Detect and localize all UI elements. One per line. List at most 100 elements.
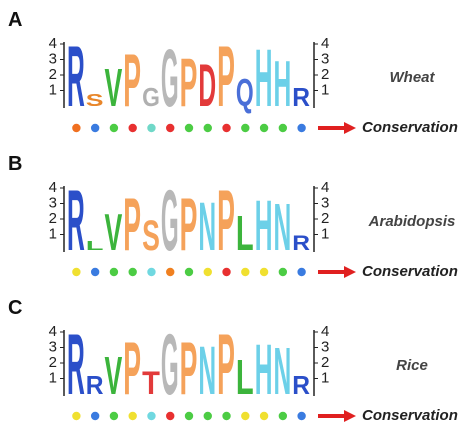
- y-tick-label: 4: [321, 323, 329, 340]
- conservation-dot: [222, 123, 231, 133]
- logo-letter: V: [105, 205, 123, 262]
- conservation-dot: [90, 267, 100, 277]
- conservation-dot: [278, 411, 288, 421]
- conservation-dot: [109, 123, 119, 133]
- conservation-label: Conservation: [362, 119, 458, 136]
- logo-letter: P: [123, 326, 141, 411]
- logo-letter: P: [180, 326, 198, 411]
- y-tick-label: 1: [321, 81, 329, 98]
- species-name: Arabidopsis: [368, 213, 456, 230]
- logo-letter: H: [255, 187, 273, 266]
- conservation-dot: [72, 411, 81, 421]
- conservation-dot: [203, 123, 212, 133]
- conservation-dot: [147, 411, 156, 421]
- conservation-dot: [241, 123, 250, 133]
- conservation-dot: [166, 267, 175, 277]
- arrow-head: [344, 410, 356, 422]
- logo-letter: P: [180, 182, 198, 267]
- conservation-dot: [166, 411, 175, 421]
- y-tick-label: 2: [321, 210, 329, 227]
- logo-letter: R: [292, 83, 310, 112]
- conservation-label: Conservation: [362, 263, 458, 280]
- logo-letter: R: [67, 317, 85, 413]
- conservation-dot: [278, 267, 288, 277]
- y-tick-label: 2: [49, 210, 57, 227]
- species-name: Rice: [396, 357, 428, 374]
- logo-letter: N: [273, 190, 291, 265]
- logo-letter: R: [292, 371, 310, 400]
- logo-letter: R: [86, 371, 104, 400]
- y-tick-label: 3: [49, 50, 57, 67]
- logo-letter: P: [123, 38, 141, 123]
- conservation-dot: [109, 267, 119, 277]
- y-tick-label: 1: [49, 81, 57, 98]
- conservation-dot: [72, 267, 81, 277]
- conservation-dot: [128, 411, 137, 421]
- conservation-label: Conservation: [362, 407, 458, 424]
- y-tick-label: 4: [49, 179, 57, 196]
- y-tick-label: 4: [321, 179, 329, 196]
- conservation-dot: [147, 267, 156, 277]
- arrow-head: [344, 122, 356, 134]
- logo-letter: L: [236, 205, 254, 260]
- logo-letter: H: [255, 331, 273, 410]
- logo-letter: H: [255, 32, 273, 124]
- y-tick-label: 4: [49, 35, 57, 52]
- conservation-dot: [241, 267, 250, 277]
- y-tick-label: 3: [49, 338, 57, 355]
- y-tick-label: 3: [321, 338, 329, 355]
- y-tick-label: 4: [321, 35, 329, 52]
- conservation-dot: [259, 267, 269, 277]
- conservation-dot: [184, 123, 194, 133]
- conservation-dot: [166, 123, 175, 133]
- conservation-dot: [203, 267, 212, 277]
- y-tick-label: 3: [49, 194, 57, 211]
- conservation-dot: [222, 267, 231, 277]
- logo-letter: D: [198, 51, 216, 119]
- conservation-dot: [259, 123, 269, 133]
- logo-letter: P: [217, 173, 235, 269]
- conservation-dot: [203, 411, 212, 421]
- y-tick-label: 2: [321, 66, 329, 83]
- y-tick-label: 2: [49, 66, 57, 83]
- conservation-dot: [184, 411, 194, 421]
- y-tick-label: 3: [321, 194, 329, 211]
- y-tick-label: 1: [321, 225, 329, 242]
- conservation-dot: [147, 123, 156, 133]
- conservation-dot: [90, 411, 100, 421]
- logo-letter: G: [142, 83, 160, 112]
- logo-letter: S: [142, 213, 160, 260]
- y-tick-label: 2: [321, 354, 329, 371]
- panel-label: B: [8, 153, 22, 175]
- logo-panel: B1 12 23 34 4R L V P S G P N P L H N RArabidopsisConserv…: [8, 153, 458, 280]
- panel-label: C: [8, 297, 22, 319]
- logo-letter: R: [67, 29, 85, 125]
- y-tick-label: 1: [49, 225, 57, 242]
- logo-letter: L: [236, 349, 254, 404]
- conservation-dot: [297, 267, 306, 277]
- logo-letter: N: [273, 334, 291, 409]
- conservation-dot: [278, 123, 288, 133]
- conservation-dot: [297, 411, 306, 421]
- logo-letter: V: [105, 345, 123, 406]
- logo-letter: R: [292, 231, 310, 255]
- logo-letter: Q: [236, 71, 254, 115]
- conservation-dot: [72, 123, 81, 133]
- y-tick-label: 3: [321, 50, 329, 67]
- conservation-dot: [128, 267, 137, 277]
- conservation-dot: [184, 267, 194, 277]
- logo-letter: T: [142, 365, 160, 401]
- conservation-dot: [241, 411, 250, 421]
- logo-letter: S: [86, 90, 104, 109]
- logo-letter: L: [86, 238, 104, 253]
- species-name: Wheat: [390, 69, 436, 86]
- logo-letter: P: [217, 317, 235, 413]
- logo-letter: N: [198, 332, 216, 409]
- conservation-dot: [128, 123, 137, 133]
- logo-letter: G: [161, 32, 179, 124]
- conservation-dot: [109, 411, 119, 421]
- logo-letter: P: [123, 182, 141, 267]
- y-tick-label: 1: [49, 369, 57, 386]
